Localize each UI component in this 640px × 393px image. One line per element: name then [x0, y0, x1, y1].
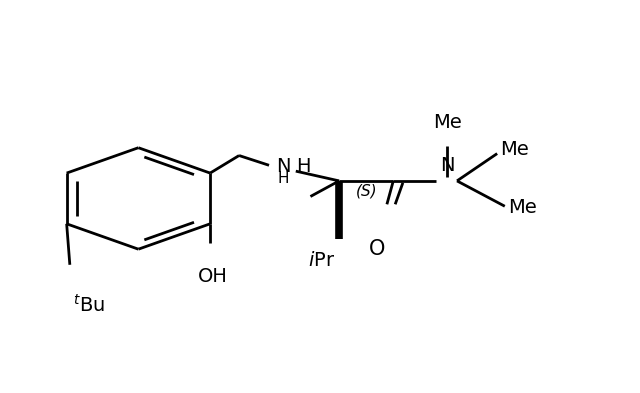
Text: H: H	[278, 171, 289, 186]
Text: OH: OH	[198, 267, 228, 286]
Text: Me: Me	[508, 198, 537, 217]
Text: $^t$Bu: $^t$Bu	[74, 294, 106, 316]
Text: (S): (S)	[356, 183, 378, 198]
Text: Me: Me	[500, 140, 529, 159]
Text: N: N	[440, 156, 454, 175]
Text: O: O	[369, 239, 385, 259]
Text: N: N	[276, 156, 291, 176]
Text: $\it{i}$Pr: $\it{i}$Pr	[308, 251, 335, 270]
Text: Me: Me	[433, 113, 462, 132]
Text: H: H	[296, 156, 310, 176]
